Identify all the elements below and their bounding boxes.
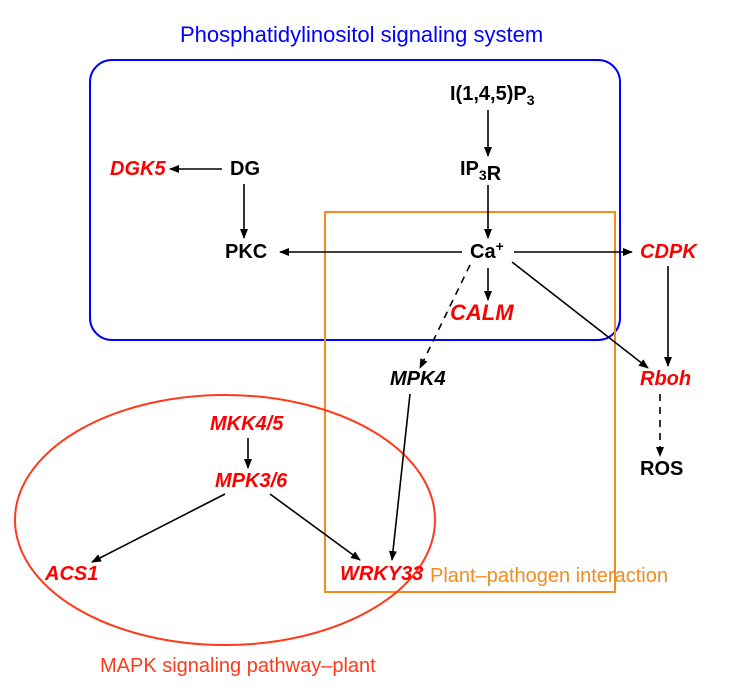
node-calm: CALM [450,300,514,325]
node-mpk4: MPK4 [390,368,446,390]
nodes-group: I(1,4,5)P3 IP3R Ca+ DG PKC DGK5 CALM CDPK Rboh RO… [44,83,698,585]
node-cdpk: CDPK [640,241,698,263]
node-rboh: Rboh [640,368,691,390]
edge-mpk36-acs1 [92,494,225,562]
edge-ca-rboh [512,262,648,368]
node-i145p3: I(1,4,5)P3 [450,83,535,108]
mapk-title: MAPK signaling pathway–plant [100,655,376,677]
pi-title: Phosphatidylinositol signaling system [180,22,543,47]
node-ros: ROS [640,458,683,480]
node-dg: DG [230,158,260,180]
node-dgk5: DGK5 [110,158,166,180]
pathway-diagram: I(1,4,5)P3 IP3R Ca+ DG PKC DGK5 CALM CDPK Rboh RO… [0,0,755,700]
node-wrky33: WRKY33 [340,563,423,585]
node-pkc: PKC [225,241,267,263]
plant-pathogen-box [325,212,615,592]
edge-mpk4-wrky33 [392,394,410,560]
node-mpk36: MPK3/6 [215,470,288,492]
pi-system-box [90,60,620,340]
node-ip3r: IP3R [460,158,502,185]
node-ca: Ca+ [470,238,504,263]
node-mkk45: MKK4/5 [210,413,284,435]
ppi-title: Plant–pathogen interaction [430,565,668,587]
edge-mpk36-wrky33 [270,494,360,560]
node-acs1: ACS1 [44,563,98,585]
edges-group [92,110,668,562]
